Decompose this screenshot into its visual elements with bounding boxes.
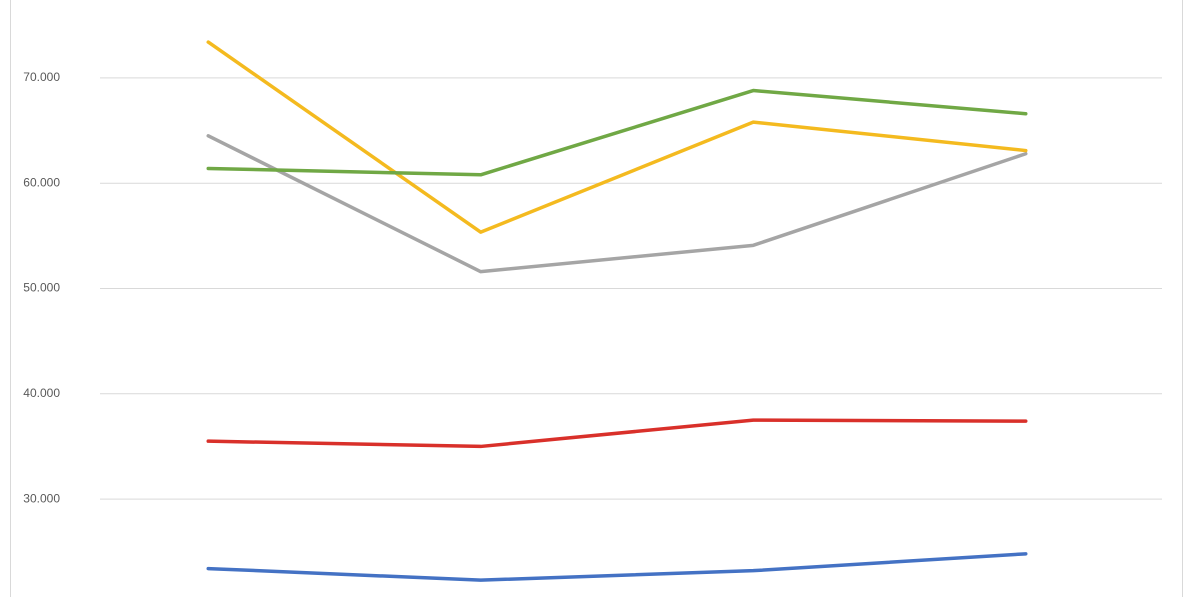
y-tick-label: 40.000 xyxy=(23,386,60,400)
series-line xyxy=(206,418,1028,449)
series-line xyxy=(206,552,1028,582)
series-line xyxy=(206,88,1028,177)
y-tick-label: 70.000 xyxy=(23,70,60,84)
y-tick-label: 30.000 xyxy=(23,491,60,505)
series-line xyxy=(206,134,1028,274)
y-tick-label: 60.000 xyxy=(23,175,60,189)
series-line xyxy=(206,40,1028,234)
y-tick-label: 50.000 xyxy=(23,281,60,295)
